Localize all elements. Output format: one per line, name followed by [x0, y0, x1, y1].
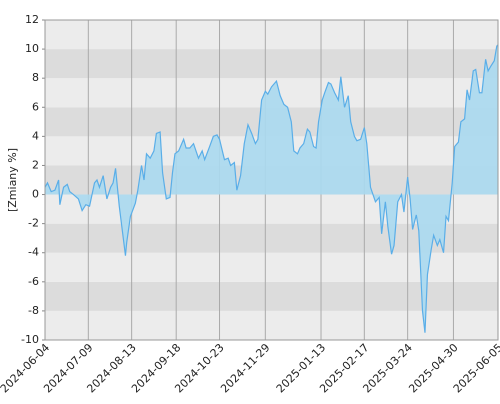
- grid-band: [45, 281, 498, 311]
- x-tick-label: 2024-11-29: [218, 341, 272, 395]
- y-tick-label: 2: [32, 158, 39, 171]
- y-tick-label: 8: [32, 71, 39, 84]
- line: [44, 44, 499, 333]
- y-tick-label: -10: [21, 333, 39, 346]
- grid-band: [45, 310, 498, 340]
- y-tick-label: -6: [28, 275, 39, 288]
- y-tick-label: 12: [25, 13, 39, 26]
- y-tick-label: -8: [28, 304, 39, 317]
- y-tick-label: -4: [28, 246, 39, 259]
- y-axis-label: [Zmiany %]: [6, 148, 19, 212]
- y-tick-label: 10: [25, 42, 39, 55]
- plot-frame: [44, 19, 499, 341]
- grid-band: [45, 20, 498, 50]
- y-tick-label: -2: [28, 217, 39, 230]
- y-tick-label: 0: [32, 188, 39, 201]
- y-tick-label: 4: [32, 129, 39, 142]
- area: [45, 44, 498, 333]
- y-tick-label: 6: [32, 100, 39, 113]
- grid-band: [45, 49, 498, 79]
